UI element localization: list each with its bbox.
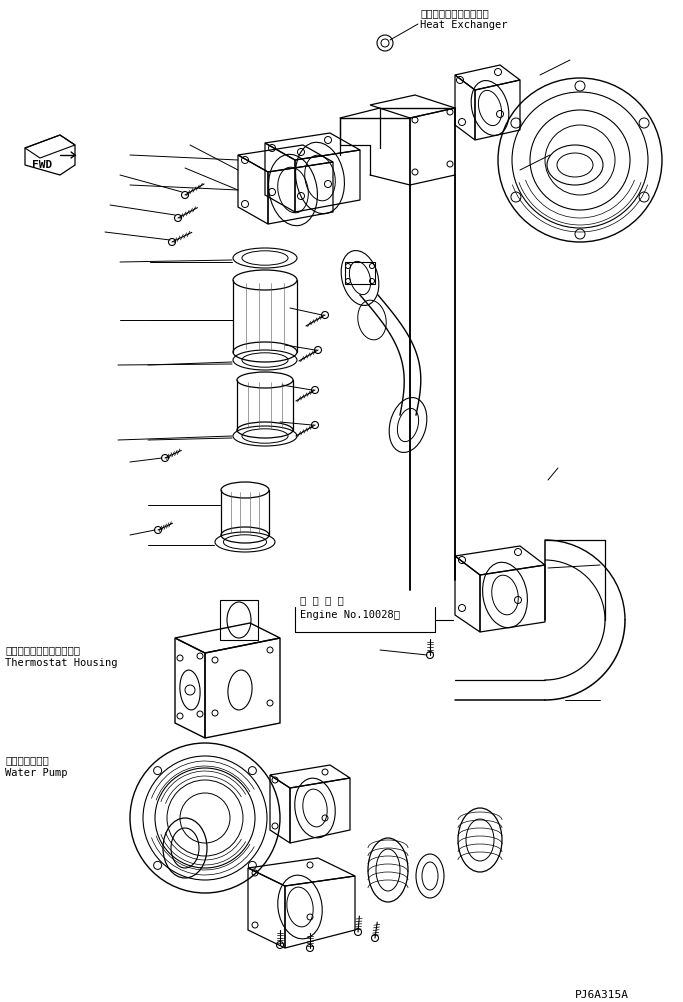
Text: ウォータポンプ: ウォータポンプ [5, 755, 48, 765]
Bar [345, 262, 375, 284]
Text: 適 用 号 機: 適 用 号 機 [300, 595, 344, 605]
Bar [220, 600, 258, 640]
Text: PJ6A315A: PJ6A315A [575, 990, 629, 1000]
Text: Heat Exchanger: Heat Exchanger [420, 20, 507, 30]
Text: サーモスタットハウジング: サーモスタットハウジング [5, 645, 80, 655]
Text: ヒートエクスチェンジャ: ヒートエクスチェンジャ [420, 8, 489, 18]
Text: Water Pump: Water Pump [5, 768, 68, 778]
Text: Thermostat Housing: Thermostat Housing [5, 658, 117, 668]
Text: Engine No.10028～: Engine No.10028～ [300, 610, 400, 620]
Text: FWD: FWD [32, 160, 53, 170]
